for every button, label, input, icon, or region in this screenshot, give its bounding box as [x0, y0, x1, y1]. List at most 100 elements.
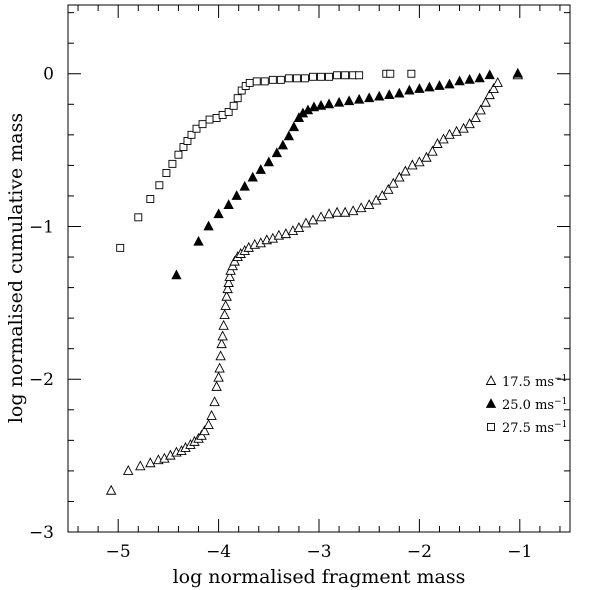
- data-point: [292, 74, 301, 83]
- data-point: [245, 78, 254, 87]
- data-point: [252, 77, 261, 86]
- data-point: [317, 72, 325, 81]
- data-point: [247, 171, 258, 182]
- data-point: [199, 425, 210, 436]
- data-point: [233, 94, 242, 103]
- y-tick-label: −3: [29, 523, 54, 543]
- data-point: [333, 96, 345, 107]
- data-point: [374, 90, 385, 101]
- data-point: [146, 195, 155, 203]
- data-point: [179, 143, 188, 152]
- data-point: [273, 229, 285, 240]
- legend-marker: [487, 423, 495, 431]
- data-point: [263, 156, 274, 167]
- data-point: [213, 371, 224, 382]
- data-point: [464, 118, 475, 129]
- data-point: [217, 330, 228, 341]
- data-point: [315, 99, 327, 110]
- legend-marker: [485, 398, 497, 408]
- data-point: [171, 269, 182, 280]
- data-point: [105, 484, 117, 495]
- data-point: [377, 189, 388, 200]
- data-point: [223, 277, 234, 287]
- data-point: [206, 409, 217, 420]
- data-point: [470, 112, 481, 122]
- data-point: [323, 208, 335, 219]
- data-point: [192, 124, 201, 133]
- y-tick-labels: −3 −2 −1 0: [29, 65, 54, 543]
- data-point: [444, 128, 455, 139]
- data-point: [484, 89, 495, 100]
- data-point: [353, 93, 365, 104]
- data-point: [400, 165, 411, 176]
- data-point: [451, 125, 462, 136]
- data-point: [394, 171, 405, 182]
- data-point: [404, 84, 415, 95]
- data-point: [480, 96, 491, 107]
- data-point: [193, 235, 204, 246]
- data-point: [209, 396, 220, 407]
- data-point: [219, 309, 230, 320]
- data-point: [162, 169, 171, 177]
- legend-marker: [485, 375, 497, 385]
- data-point: [216, 338, 227, 349]
- data-point: [333, 71, 342, 80]
- data-point: [220, 299, 231, 310]
- data-point: [355, 202, 367, 213]
- legend-label: 27.5 ms−1: [502, 420, 567, 436]
- data-point: [364, 92, 375, 103]
- data-point: [271, 147, 282, 158]
- data-points: [105, 67, 524, 495]
- data-point: [222, 283, 233, 294]
- data-point: [325, 72, 333, 81]
- data-point: [237, 86, 246, 95]
- legend: 17.5 ms−1 25.0 ms−1 27.5 ms−1: [485, 374, 567, 436]
- data-point: [168, 159, 177, 168]
- data-point: [283, 130, 295, 141]
- data-point: [174, 150, 183, 159]
- data-point: [454, 75, 465, 86]
- data-point: [284, 74, 293, 83]
- data-point: [224, 270, 235, 281]
- x-tick-label: −4: [206, 542, 231, 562]
- data-point: [407, 69, 416, 78]
- data-point: [434, 80, 445, 90]
- data-point: [315, 211, 327, 222]
- data-point: [280, 228, 292, 239]
- data-point: [492, 76, 503, 87]
- y-tick-label: 0: [43, 65, 54, 85]
- data-point: [223, 199, 234, 210]
- data-point: [386, 69, 395, 78]
- y-tick-label: −1: [29, 217, 54, 237]
- data-point: [407, 159, 418, 170]
- data-point: [187, 130, 196, 139]
- x-tick-label: −2: [407, 542, 432, 562]
- data-point: [421, 151, 432, 162]
- legend-label: 25.0 ms−1: [502, 397, 567, 413]
- legend-label: 17.5 ms−1: [502, 374, 567, 390]
- data-point: [308, 101, 320, 112]
- data-point: [343, 95, 355, 106]
- x-tick-label: −3: [306, 542, 331, 562]
- data-point: [260, 77, 269, 86]
- axis-ticks: [68, 5, 570, 533]
- y-tick-label: −2: [29, 370, 54, 390]
- data-point: [215, 350, 226, 361]
- data-point: [145, 457, 156, 468]
- data-point: [218, 319, 229, 330]
- data-point: [255, 164, 266, 174]
- data-point: [484, 69, 495, 80]
- x-axis-label: log normalised fragment mass: [173, 566, 466, 588]
- data-point: [512, 67, 523, 78]
- x-tick-labels: −5 −4 −3 −2 −1: [106, 542, 533, 562]
- data-point: [394, 87, 405, 98]
- data-point: [134, 213, 143, 222]
- data-point: [211, 380, 222, 391]
- data-point: [213, 208, 224, 219]
- data-point: [268, 75, 277, 84]
- data-point: [444, 78, 455, 89]
- data-point: [116, 243, 125, 252]
- data-point: [231, 190, 242, 200]
- data-point: [424, 81, 435, 92]
